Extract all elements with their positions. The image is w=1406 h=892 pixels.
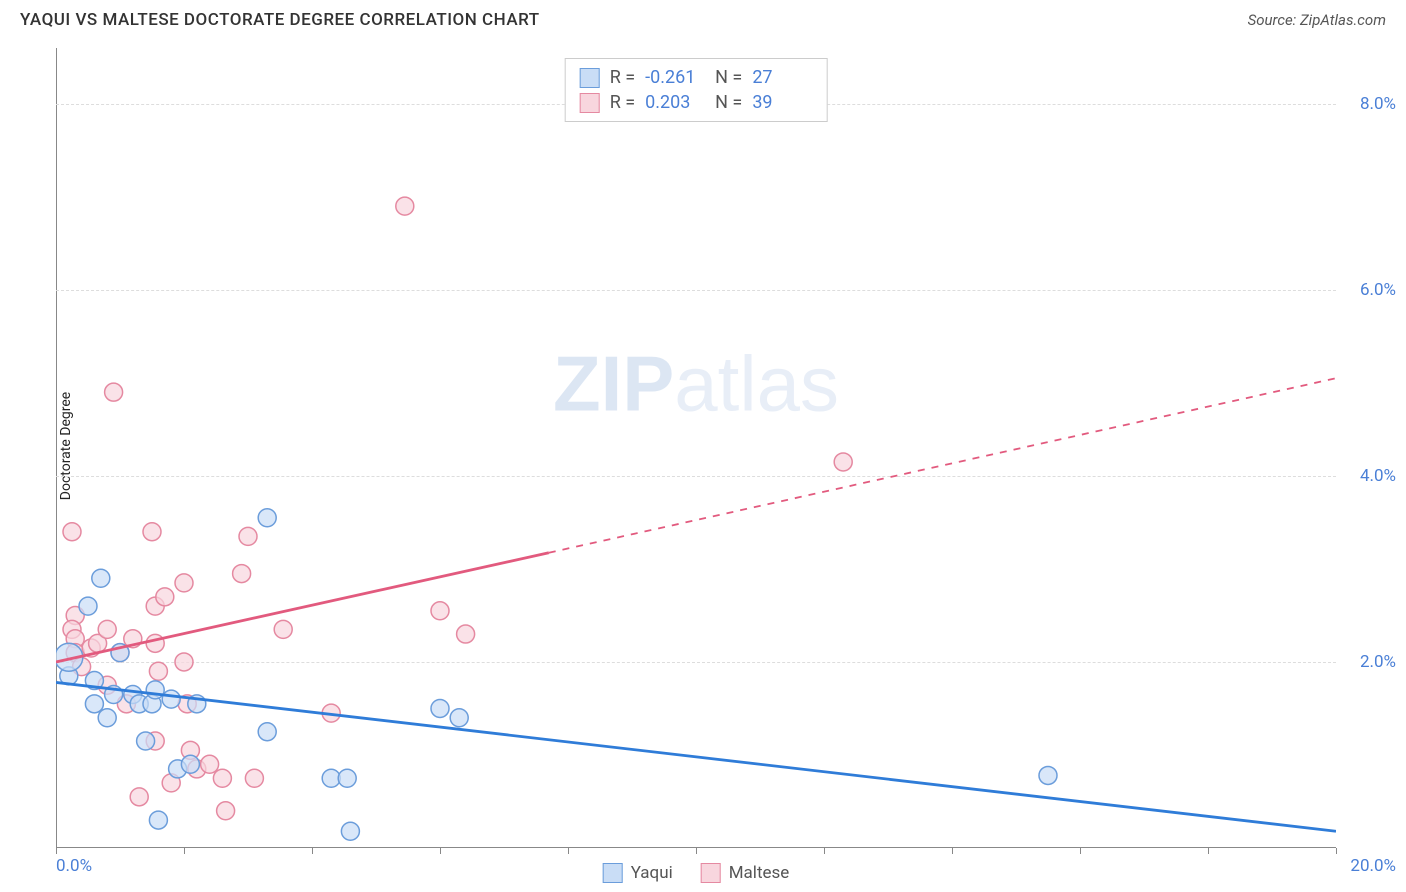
chart-source: Source: ZipAtlas.com	[1248, 11, 1386, 29]
legend-swatch	[580, 68, 600, 88]
data-point	[431, 602, 449, 620]
plot-svg	[56, 48, 1336, 848]
data-point	[274, 620, 292, 638]
data-point	[217, 802, 235, 820]
legend-r-label: R =	[610, 67, 635, 88]
legend-r-value: -0.261	[645, 67, 705, 88]
legend-stats-row: R = 0.203 N = 39	[580, 90, 813, 115]
data-point	[258, 723, 276, 741]
data-point	[130, 788, 148, 806]
data-point	[143, 523, 161, 541]
data-point	[181, 755, 199, 773]
legend-r-value: 0.203	[645, 92, 705, 113]
legend-n-value: 39	[752, 92, 812, 113]
data-point	[149, 662, 167, 680]
x-tick	[312, 848, 313, 854]
x-tick	[1208, 848, 1209, 854]
trend-line	[56, 682, 1336, 831]
trend-line-dashed	[549, 378, 1336, 552]
legend-swatch	[701, 863, 721, 883]
data-point	[98, 620, 116, 638]
data-point	[175, 574, 193, 592]
data-point	[457, 625, 475, 643]
data-point	[245, 769, 263, 787]
legend-series: Yaqui Maltese	[603, 863, 790, 883]
data-point	[834, 453, 852, 471]
x-tick	[56, 848, 57, 854]
data-point	[146, 681, 164, 699]
data-point	[396, 197, 414, 215]
legend-item-label: Maltese	[729, 863, 790, 883]
data-point	[233, 565, 251, 583]
data-point	[341, 822, 359, 840]
x-tick	[440, 848, 441, 854]
data-point	[156, 588, 174, 606]
data-point	[137, 732, 155, 750]
data-point	[201, 755, 219, 773]
legend-stats-row: R = -0.261 N = 27	[580, 65, 813, 90]
data-point	[431, 699, 449, 717]
data-point	[175, 653, 193, 671]
x-tick	[568, 848, 569, 854]
legend-n-label: N =	[715, 92, 742, 113]
data-point	[146, 634, 164, 652]
data-point	[149, 811, 167, 829]
data-point	[213, 769, 231, 787]
x-tick	[952, 848, 953, 854]
plot-area: ZIPatlas 2.0%4.0%6.0%8.0%	[56, 48, 1336, 848]
y-tick-label: 4.0%	[1360, 466, 1396, 486]
data-point	[85, 695, 103, 713]
legend-item: Yaqui	[603, 863, 673, 883]
data-point	[92, 569, 110, 587]
data-point	[162, 690, 180, 708]
y-tick-label: 2.0%	[1360, 652, 1396, 672]
legend-stats: R = -0.261 N = 27 R = 0.203 N = 39	[565, 58, 828, 122]
trend-line	[56, 553, 549, 662]
data-point	[63, 523, 81, 541]
legend-r-label: R =	[610, 92, 635, 113]
x-tick	[1080, 848, 1081, 854]
y-tick-label: 8.0%	[1360, 94, 1396, 114]
x-tick	[184, 848, 185, 854]
data-point	[239, 527, 257, 545]
legend-n-value: 27	[752, 67, 812, 88]
x-tick	[1336, 848, 1337, 854]
legend-swatch	[603, 863, 623, 883]
x-tick-label-low: 0.0%	[56, 856, 92, 876]
data-point	[98, 709, 116, 727]
data-point	[450, 709, 468, 727]
data-point	[79, 597, 97, 615]
data-point	[338, 769, 356, 787]
x-tick	[824, 848, 825, 854]
legend-item-label: Yaqui	[631, 863, 673, 883]
legend-swatch	[580, 93, 600, 113]
legend-n-label: N =	[715, 67, 742, 88]
data-point	[1039, 766, 1057, 784]
x-tick	[696, 848, 697, 854]
chart-title: YAQUI VS MALTESE DOCTORATE DEGREE CORREL…	[20, 10, 540, 30]
chart-header: YAQUI VS MALTESE DOCTORATE DEGREE CORREL…	[0, 0, 1406, 38]
x-tick-label-high: 20.0%	[1350, 856, 1396, 876]
legend-item: Maltese	[701, 863, 790, 883]
data-point	[258, 509, 276, 527]
data-point	[105, 383, 123, 401]
y-tick-label: 6.0%	[1360, 280, 1396, 300]
chart-container: ZIPatlas 2.0%4.0%6.0%8.0% R = -0.261 N = 27…	[56, 48, 1336, 848]
